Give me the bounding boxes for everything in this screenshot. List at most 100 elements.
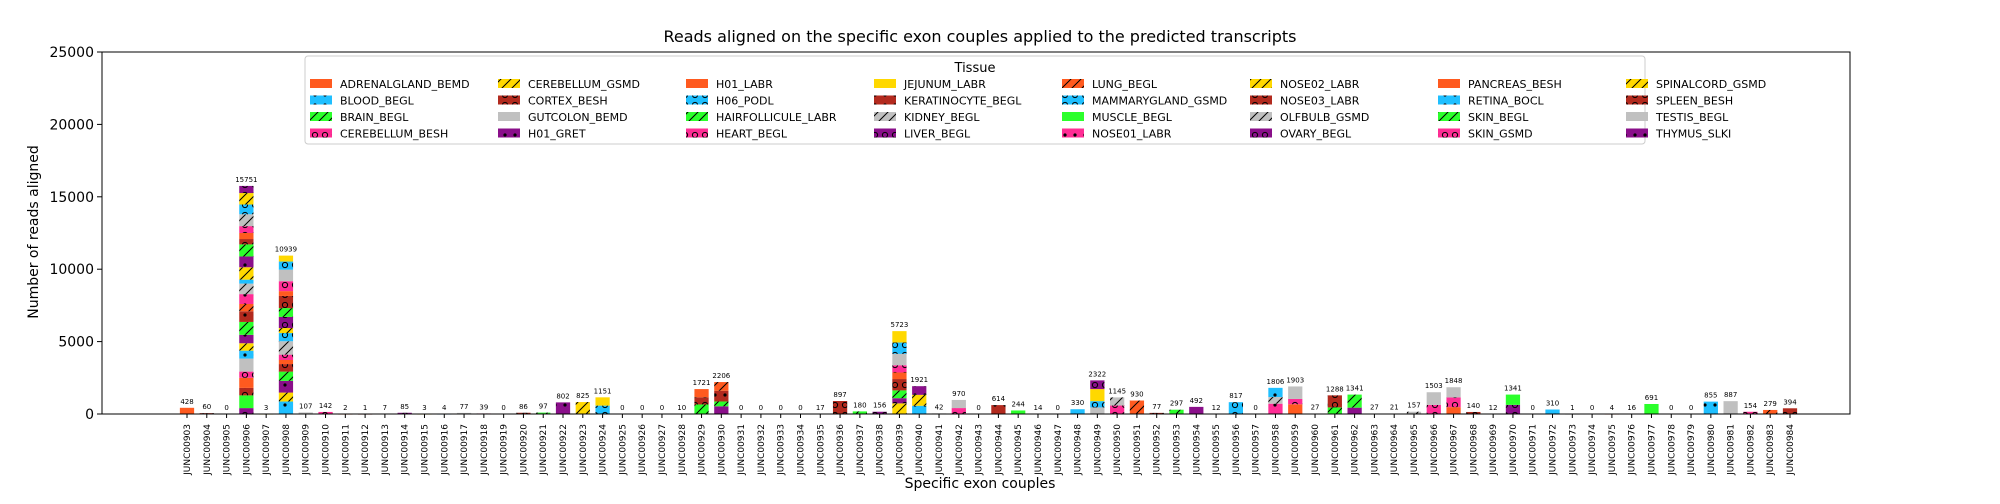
bar-segment [239,193,254,205]
bar-segment [278,392,294,402]
legend-swatch [310,128,332,138]
legend-entry: LUNG_BEGL [1062,78,1158,91]
bar-JUNC00948 [1070,409,1085,414]
bar-segment [694,404,709,414]
bar-value-label: 107 [299,402,312,410]
bar-value-label: 2 [343,404,347,412]
x-tick-label: JUNC00961 [1331,424,1341,476]
bar-value-label: 0 [759,404,763,412]
bar-segment [1505,404,1521,414]
legend-entry: THYMUS_SLKI [1626,128,1731,141]
bar-value-label: 77 [460,403,469,411]
x-tick-label: JUNC00921 [539,424,549,476]
bar-value-label: 4 [1610,404,1615,412]
legend-swatch [874,95,896,105]
bar-segment [1743,411,1758,414]
legend-label: BRAIN_BEGL [340,111,409,124]
legend: Tissue ADRENALGLAND_BEMD BLOOD_BEGL BRAIN_… [304,55,1766,145]
bar-segment [1763,409,1778,414]
bar-JUNC00909 [298,412,313,414]
x-tick-label: JUNC00967 [1450,424,1460,476]
bar-value-label: 297 [1170,400,1183,408]
bar-value-label: 3 [264,404,268,412]
bar-value-label: 0 [620,404,624,412]
bar-JUNC00917 [456,412,472,414]
bar-segment [278,281,294,292]
bar-value-label: 897 [833,391,846,399]
x-axis-ticks: JUNC00903 JUNC00904 JUNC00905 JUNC00906 JUNC… [183,414,1796,476]
bar-value-label: 428 [180,398,193,406]
legend-label: SKIN_BEGL [1468,111,1529,124]
bar-segment [1703,401,1718,414]
bar-value-label: 930 [1130,391,1143,399]
x-tick-label: JUNC00966 [1430,424,1440,476]
x-tick-label: JUNC00978 [1667,424,1677,476]
legend-entry: SKIN_BEGL [1438,111,1529,124]
bar-segment [278,291,294,296]
x-tick-label: JUNC00908 [282,424,292,476]
legend-swatch [686,79,708,88]
bar-segment [1426,392,1441,405]
bar-value-label: 3 [422,404,426,412]
bar-segment [239,294,254,304]
x-tick-label: JUNC00983 [1766,424,1776,476]
x-tick-label: JUNC00977 [1647,424,1657,476]
bar-segment [1466,411,1481,414]
bars [179,185,1798,415]
x-tick-label: JUNC00937 [856,424,866,476]
legend-swatch [1626,128,1648,138]
legend-entry: TESTIS_BEGL [1626,111,1729,124]
legend-label: NOSE02_LABR [1280,78,1360,91]
y-tick-label: 10000 [49,262,94,278]
legend-swatch [1062,95,1084,105]
bar-value-label: 0 [1590,404,1594,412]
bar-segment [892,390,907,399]
bar-segment [832,401,848,414]
legend-swatch [1250,95,1272,105]
legend-entry: SPLEEN_BESH [1626,95,1733,108]
bar-segment [239,377,254,388]
bar-segment [278,360,294,365]
legend-entry: H01_LABR [686,78,773,91]
legend-swatch [874,128,896,138]
bar-value-label: 691 [1645,394,1658,402]
bar-segment [1110,397,1125,406]
x-tick-label: JUNC00971 [1529,424,1539,476]
bar-segment [239,303,254,312]
bar-segment [1446,407,1461,414]
bar-segment [951,408,966,414]
x-tick-label: JUNC00963 [1370,424,1380,476]
x-tick-label: JUNC00927 [658,424,668,476]
bar-value-label: 0 [1056,404,1060,412]
x-tick-label: JUNC00924 [599,424,609,476]
legend-swatch [874,112,896,121]
x-tick-label: JUNC00938 [876,424,886,476]
bar-segment [239,350,254,359]
legend-label: SPLEEN_BESH [1656,95,1733,108]
legend-swatch [1438,112,1460,121]
bar-segment [694,389,709,398]
bar-value-label: 39 [479,403,488,411]
bar-value-label: 157 [1407,402,1420,410]
bar-segment [892,342,907,354]
bar-value-label: 1721 [693,379,711,387]
legend-entry: KERATINOCYTE_BEGL [874,95,1022,108]
x-tick-label: JUNC00968 [1469,424,1479,476]
bar-JUNC00929 [694,389,709,414]
bar-JUNC00922 [555,402,571,414]
x-tick-label: JUNC00965 [1410,424,1420,476]
bar-segment [278,308,294,317]
bar-segment [595,405,610,414]
x-tick-label: JUNC00926 [638,424,648,476]
bar-JUNC00959 [1288,386,1303,414]
x-tick-label: JUNC00928 [678,424,688,476]
bar-value-label: 12 [1212,404,1221,412]
legend-entry: BLOOD_BEGL [310,95,415,108]
x-tick-label: JUNC00952 [1153,424,1163,476]
x-tick-label: JUNC00951 [1133,424,1143,476]
bar-JUNC00950 [1110,397,1125,414]
legend-swatch [686,128,708,138]
legend-entry: HAIRFOLLICULE_LABR [686,111,837,124]
